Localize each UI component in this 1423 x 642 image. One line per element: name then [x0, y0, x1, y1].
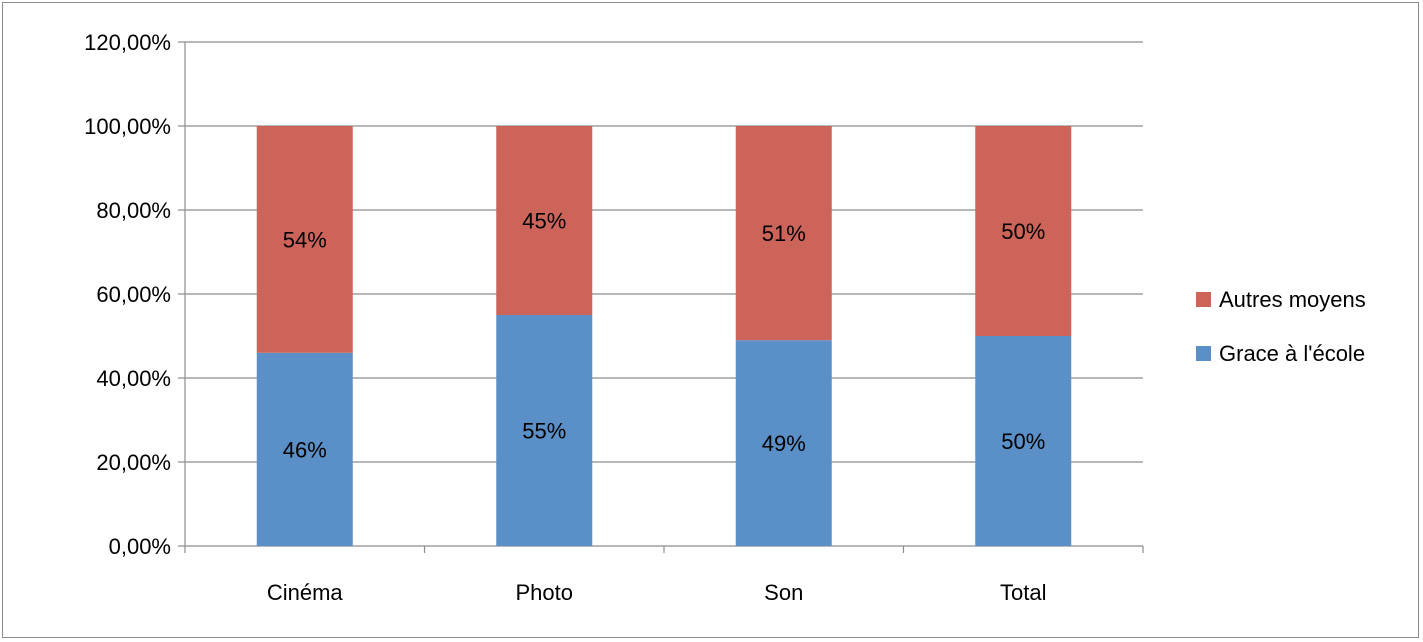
y-tick-label: 120,00%: [84, 30, 171, 55]
y-tick-label: 80,00%: [96, 198, 171, 223]
bar-grace-a-l-ecole-total: [975, 336, 1072, 546]
data-label-grace-a-l-ecole-total: 50%: [1001, 429, 1045, 454]
data-label-autres-moyens-total: 50%: [1001, 219, 1045, 244]
x-tick-label-son: Son: [764, 580, 803, 605]
data-label-grace-a-l-ecole-photo: 55%: [522, 419, 566, 444]
data-label-autres-moyens-photo: 45%: [522, 209, 566, 234]
bar-autres-moyens-photo: [496, 126, 593, 315]
y-tick-label: 100,00%: [84, 114, 171, 139]
bars: [256, 126, 1072, 546]
x-tick-label-cinema: Cinéma: [267, 580, 344, 605]
y-tick-label: 40,00%: [96, 366, 171, 391]
data-labels: 46% 54% 55% 45% 49% 51% 50% 50%: [283, 209, 1046, 463]
legend-swatch-grace-a-l-ecole: [1196, 346, 1211, 361]
y-tick-label: 60,00%: [96, 282, 171, 307]
x-tick-label-total: Total: [1000, 580, 1046, 605]
data-label-grace-a-l-ecole-son: 49%: [762, 431, 806, 456]
bar-grace-a-l-ecole-son: [735, 340, 832, 546]
axes: 0,00% 20,00% 40,00% 60,00% 80,00% 100,00% 120,…: [84, 30, 1144, 605]
data-label-autres-moyens-son: 51%: [762, 221, 806, 246]
legend-label-grace-a-l-ecole: Grace à l'école: [1219, 341, 1365, 366]
legend-label-autres-moyens: Autres moyens: [1219, 287, 1366, 312]
legend-swatch-autres-moyens: [1196, 292, 1211, 307]
bar-autres-moyens-total: [975, 126, 1072, 336]
bar-autres-moyens-cinema: [256, 126, 353, 353]
y-tick-label: 20,00%: [96, 450, 171, 475]
stacked-bar-chart: 0,00% 20,00% 40,00% 60,00% 80,00% 100,00% 120,…: [84, 30, 1366, 605]
data-label-grace-a-l-ecole-cinema: 46%: [283, 437, 327, 462]
bar-grace-a-l-ecole-cinema: [256, 352, 353, 546]
bar-autres-moyens-son: [735, 126, 832, 341]
data-label-autres-moyens-cinema: 54%: [283, 227, 327, 252]
x-tick-label-photo: Photo: [516, 580, 574, 605]
bar-grace-a-l-ecole-photo: [496, 315, 593, 546]
y-tick-label: 0,00%: [109, 534, 171, 559]
legend: Autres moyens Grace à l'école: [1196, 287, 1366, 366]
